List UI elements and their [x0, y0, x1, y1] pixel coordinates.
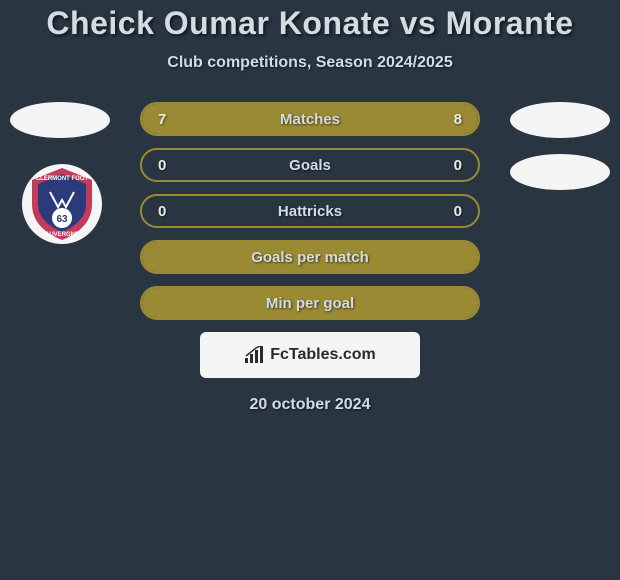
player-right-placeholder-2 — [510, 154, 610, 190]
stat-value-right: 0 — [454, 203, 462, 220]
stat-rows: 7 Matches 8 0 Goals 0 0 Hattricks 0 Goal… — [140, 102, 480, 320]
stat-label: Matches — [142, 111, 478, 128]
watermark-text: FcTables.com — [270, 346, 376, 364]
date-label: 20 october 2024 — [0, 396, 620, 414]
player-right-avatar-area — [510, 102, 610, 206]
stat-value-right: 8 — [454, 111, 462, 128]
stat-row-goals-per-match: Goals per match — [140, 240, 480, 274]
stats-area: CLERMONT FOOT AUVERGNE 63 7 Matches 8 — [0, 102, 620, 414]
watermark-inner: FcTables.com — [244, 346, 376, 364]
stat-row-min-per-goal: Min per goal — [140, 286, 480, 320]
svg-text:AUVERGNE: AUVERGNE — [45, 232, 79, 238]
subtitle: Club competitions, Season 2024/2025 — [0, 54, 620, 72]
player-left-placeholder — [10, 102, 110, 138]
watermark-badge: FcTables.com — [200, 332, 420, 378]
svg-text:63: 63 — [56, 214, 68, 225]
comparison-container: Cheick Oumar Konate vs Morante Club comp… — [0, 0, 620, 414]
chart-icon — [244, 346, 266, 364]
player-right-placeholder-1 — [510, 102, 610, 138]
stat-label: Goals — [142, 157, 478, 174]
page-title: Cheick Oumar Konate vs Morante — [0, 5, 620, 42]
stat-row-matches: 7 Matches 8 — [140, 102, 480, 136]
svg-text:CLERMONT FOOT: CLERMONT FOOT — [36, 176, 89, 182]
stat-value-right: 0 — [454, 157, 462, 174]
stat-label: Min per goal — [142, 295, 478, 312]
stat-label: Hattricks — [142, 203, 478, 220]
stat-row-goals: 0 Goals 0 — [140, 148, 480, 182]
stat-row-hattricks: 0 Hattricks 0 — [140, 194, 480, 228]
stat-label: Goals per match — [142, 249, 478, 266]
player-left-avatar-area: CLERMONT FOOT AUVERGNE 63 — [10, 102, 110, 246]
club-badge-left: CLERMONT FOOT AUVERGNE 63 — [20, 162, 104, 246]
